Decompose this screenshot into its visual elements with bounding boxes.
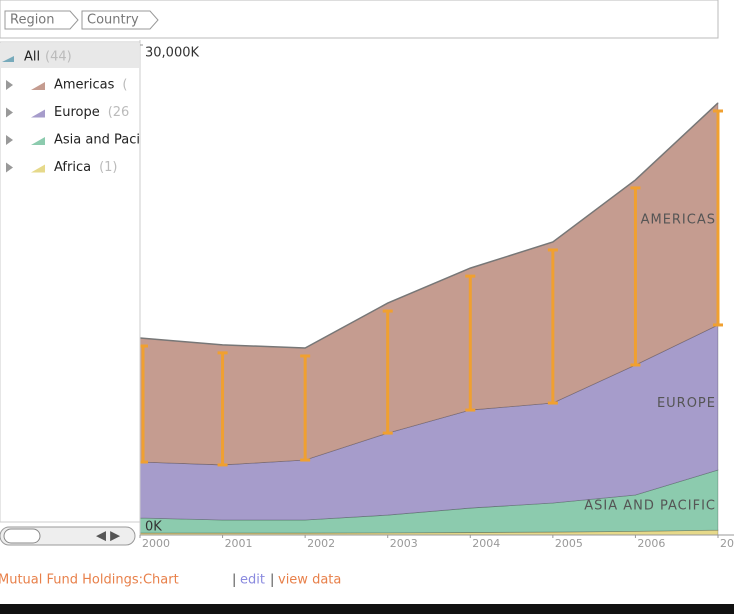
sidebar-item[interactable]: Americas xyxy=(54,78,115,93)
sidebar-item[interactable]: Africa xyxy=(54,160,91,175)
y-tick-label: 30,000K xyxy=(145,46,199,61)
x-tick-label: 2003 xyxy=(390,537,418,550)
breadcrumb-chip[interactable] xyxy=(4,10,79,30)
highlight-bar xyxy=(630,186,641,367)
legend-icon xyxy=(31,164,45,173)
highlight-bar xyxy=(465,274,476,412)
stack-outline xyxy=(140,102,719,349)
expand-arrow xyxy=(6,162,13,173)
sidebar-count: (1) xyxy=(99,160,117,175)
area-label: ASIA AND PACIFIC xyxy=(584,499,716,514)
sidebar-count: ( xyxy=(122,78,127,93)
highlight-bar xyxy=(382,309,393,435)
highlight-bar xyxy=(547,248,558,405)
footer-link[interactable]: edit xyxy=(240,573,265,588)
expand-arrow xyxy=(6,80,13,90)
x-tick-label: 2002 xyxy=(307,537,335,550)
x-tick-label: 2000 xyxy=(142,537,170,550)
sidebar xyxy=(0,41,141,523)
legend-icon xyxy=(31,137,45,145)
sidebar-count: (26 xyxy=(108,105,130,120)
expand-arrow xyxy=(6,107,13,118)
highlight-bar xyxy=(713,109,723,327)
sidebar-item[interactable]: All xyxy=(24,50,40,65)
scroll-arrow[interactable]: ◀ ▶ xyxy=(96,529,120,544)
icon xyxy=(2,56,14,62)
sidebar-list: All (44) Americas ( Europe (26 Asia and Paci… xyxy=(2,50,155,175)
area-label: EUROPE xyxy=(657,396,716,411)
scroll-thumb[interactable] xyxy=(3,528,41,544)
sidebar-item[interactable]: Europe xyxy=(54,105,100,120)
x-tick-label: 2007 xyxy=(720,537,734,550)
x-tick-label: 2006 xyxy=(637,537,665,550)
highlight-bar xyxy=(300,354,311,462)
breadcrumb-chip[interactable] xyxy=(81,10,159,30)
breadcrumb-label[interactable]: Country xyxy=(87,13,139,28)
sidebar-selected xyxy=(0,43,139,68)
sidebar-count: (44) xyxy=(45,50,72,65)
separator: | xyxy=(270,573,274,588)
footer-link[interactable]: view data xyxy=(278,573,341,588)
highlight-bar xyxy=(140,344,148,464)
legend-icon xyxy=(31,109,45,118)
highlight-bar xyxy=(217,351,228,467)
area-label: AMERICAS xyxy=(641,212,716,227)
y-tick-label: 0K xyxy=(145,520,162,535)
legend-icon xyxy=(31,82,45,90)
footer-title[interactable]: Mutual Fund Holdings:Chart xyxy=(0,573,179,588)
plot: ASIA AND PACIFIC EUROPE AMERICAS 2000 2001 20… xyxy=(140,102,734,550)
x-tick-label: 2004 xyxy=(472,537,500,550)
bottom-bar xyxy=(0,604,734,614)
x-tick-label: 2005 xyxy=(555,537,583,550)
sidebar-item[interactable]: Asia and Pacific xyxy=(54,133,155,148)
x-tick-label: 2001 xyxy=(225,537,253,550)
breadcrumb-label[interactable]: Region xyxy=(10,13,55,28)
separator: | xyxy=(232,573,236,588)
expand-arrow xyxy=(6,135,13,145)
